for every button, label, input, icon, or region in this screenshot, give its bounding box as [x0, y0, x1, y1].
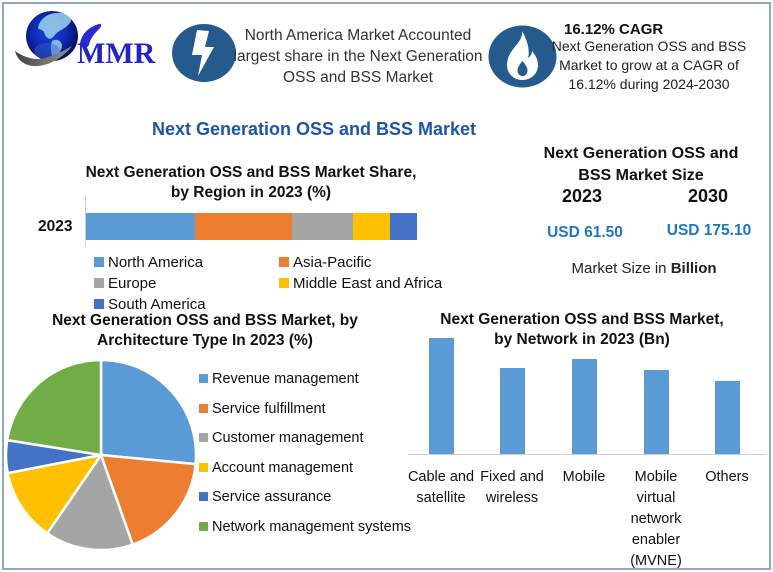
svg-text:MMR: MMR — [77, 37, 156, 70]
